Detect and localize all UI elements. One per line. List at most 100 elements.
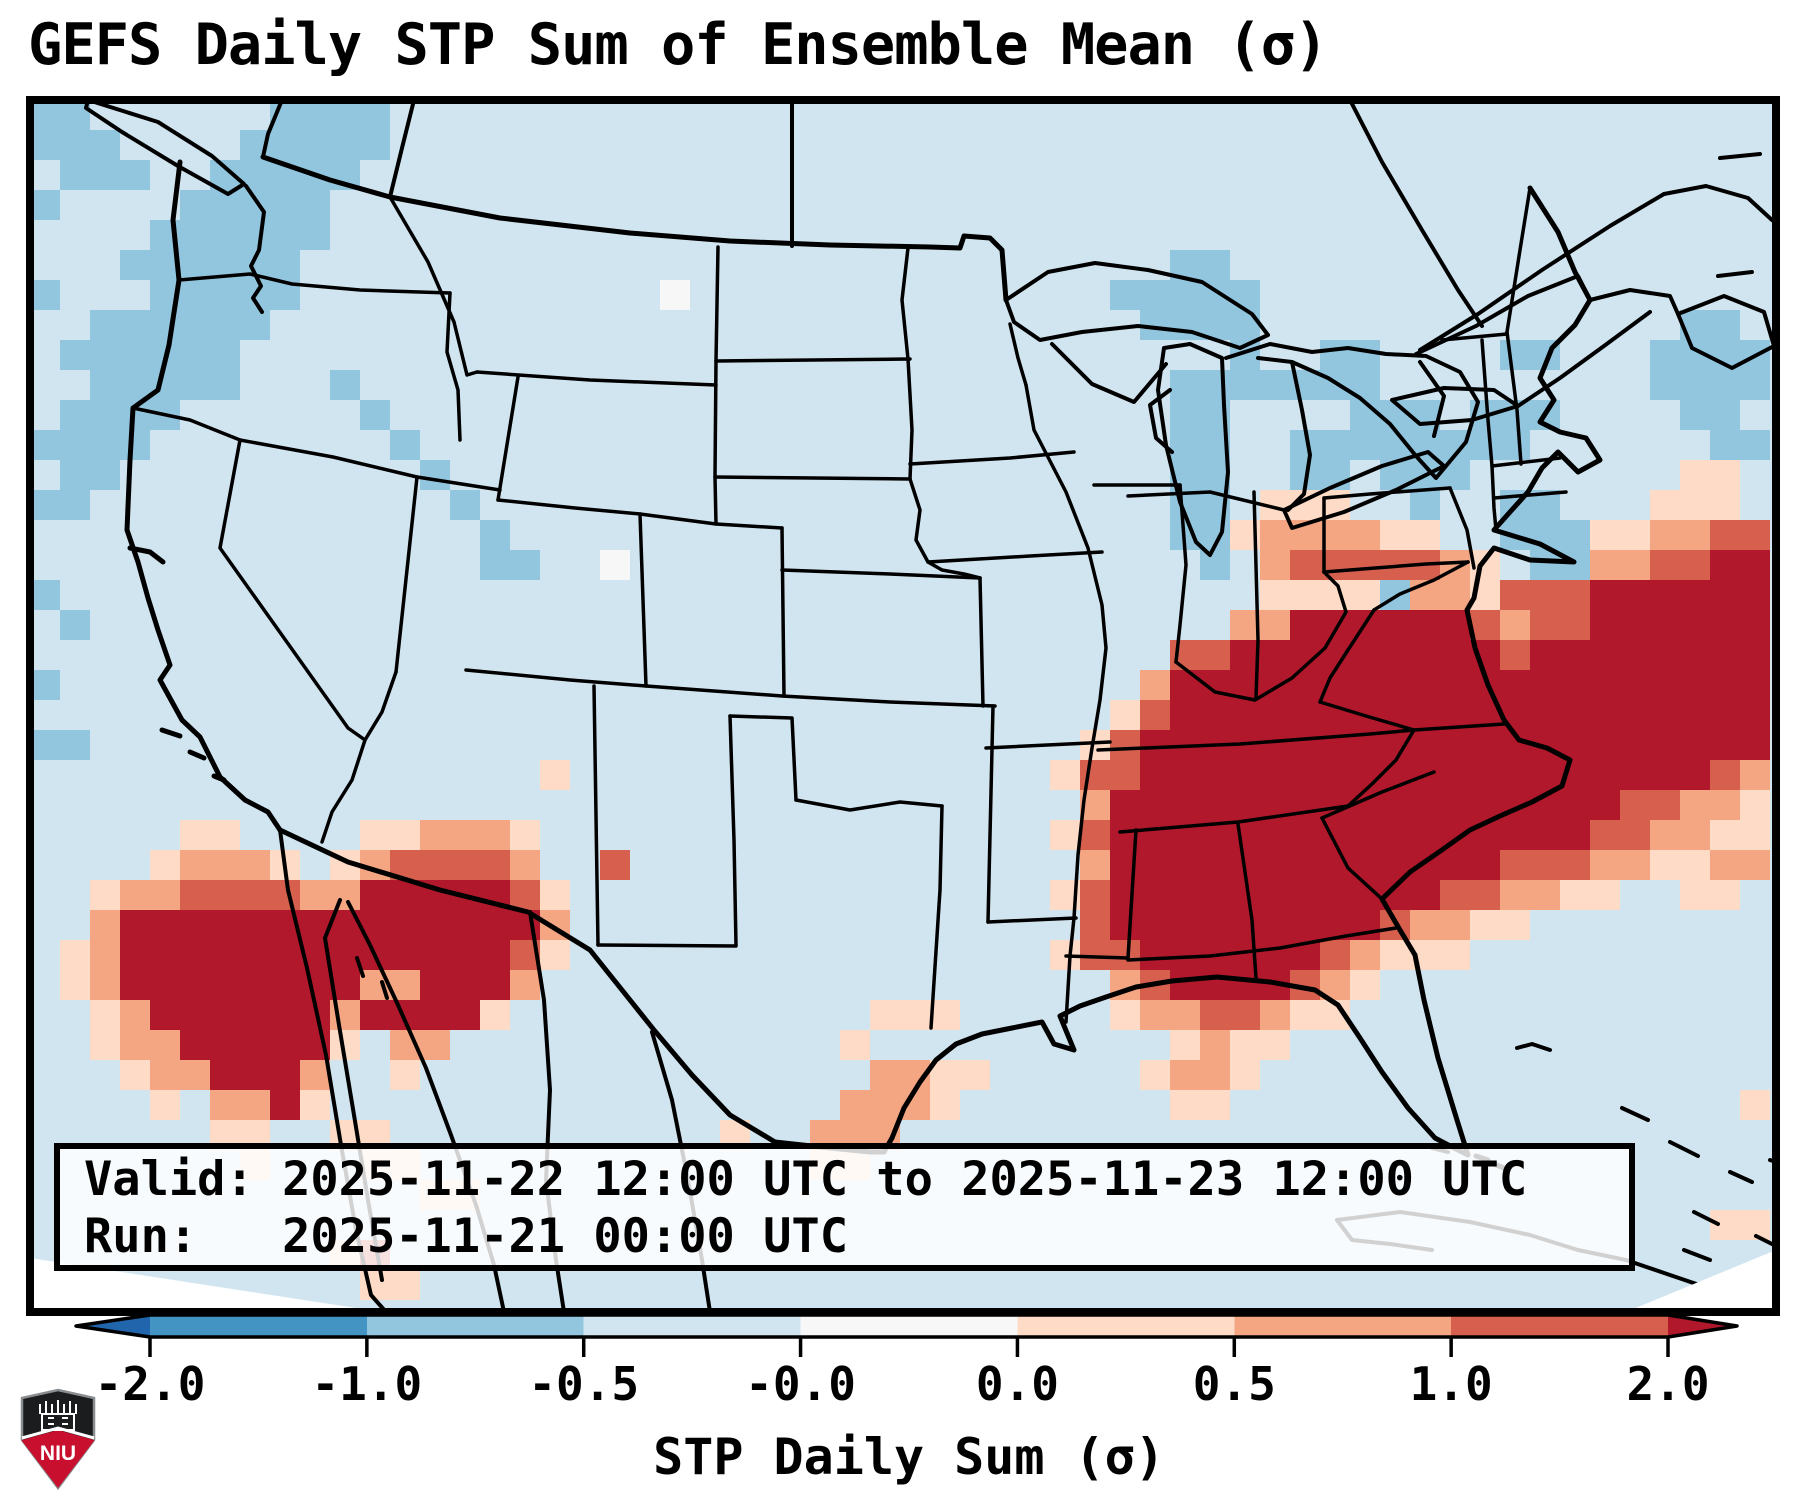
heatmap-cell-run: [90, 910, 120, 940]
heatmap-cell-run: [300, 1060, 330, 1090]
heatmap-cell-run: [420, 820, 510, 850]
heatmap-cell-run: [540, 760, 570, 790]
heatmap-cell-run: [60, 160, 150, 190]
heatmap-cell-run: [1170, 670, 1770, 700]
heatmap-cell-run: [1650, 550, 1710, 580]
heatmap-cell-run: [60, 940, 90, 970]
heatmap-cell-run: [1110, 850, 1500, 880]
colorbar-axis-label: STP Daily Sum (σ): [653, 1428, 1165, 1486]
colorbar: -2.0 -1.0 -0.5 -0.0 0.0 0.5 1.0 2.0: [0, 1300, 1803, 1430]
heatmap-cell-run: [150, 280, 300, 310]
heatmap-cell-run: [600, 850, 630, 880]
heatmap-cell-run: [120, 940, 510, 970]
heatmap-cell-run: [1500, 850, 1590, 880]
colorbar-tick-labels: -2.0 -1.0 -0.5 -0.0 0.0 0.5 1.0 2.0: [95, 1357, 1710, 1411]
heatmap-cell-run: [180, 820, 240, 850]
heatmap-cell-run: [450, 490, 480, 520]
heatmap-cell-run: [1590, 520, 1650, 550]
heatmap-cell-run: [30, 490, 90, 520]
heatmap-cell-run: [210, 1060, 300, 1090]
heatmap-cell-run: [150, 220, 330, 250]
heatmap-cell-run: [1140, 1060, 1170, 1090]
info-box: Valid: 2025-11-22 12:00 UTC to 2025-11-2…: [54, 1143, 1635, 1271]
map-frame-line: [30, 100, 1776, 1312]
heatmap-cell-run: [1500, 610, 1530, 640]
heatmap-cell-run: [1230, 610, 1290, 640]
heatmap-cell-run: [120, 1000, 150, 1030]
heatmap-cell-run: [120, 880, 180, 910]
heatmap-cell-run: [1080, 910, 1110, 940]
heatmap-cell-run: [1260, 550, 1290, 580]
heatmap-cell-run: [1050, 820, 1080, 850]
heatmap-cell-run: [1680, 310, 1740, 340]
heatmap-cell-run: [1140, 700, 1170, 730]
heatmap-cell-run: [1170, 370, 1260, 400]
heatmap-cell-run: [120, 1060, 150, 1090]
colorbar-tick-label: 0.5: [1193, 1357, 1276, 1411]
heatmap-cell-run: [300, 1090, 330, 1120]
heatmap-cell-run: [150, 1090, 180, 1120]
heatmap-cell-run: [1500, 880, 1560, 910]
heatmap-cell-run: [1230, 1060, 1260, 1090]
heatmap-cell-run: [1380, 940, 1470, 970]
heatmap-cell-run: [1710, 760, 1740, 790]
heatmap-cell-run: [390, 430, 420, 460]
heatmap-cell-run: [180, 1030, 330, 1060]
valid-time-text: Valid: 2025-11-22 12:00 UTC to 2025-11-2…: [84, 1152, 1528, 1207]
plot-title: GEFS Daily STP Sum of Ensemble Mean (σ): [28, 12, 1328, 78]
projection-wedge-left: [30, 1258, 382, 1312]
heatmap-cell-run: [1650, 850, 1710, 880]
heatmap-cell-run: [1680, 460, 1740, 490]
heatmap-cell-run: [1590, 850, 1650, 880]
heatmap-cell-run: [1200, 1000, 1260, 1030]
heatmap-cell-run: [180, 850, 270, 880]
heatmap-cell-run: [1110, 730, 1140, 760]
colorbar-tick-label: -0.5: [528, 1357, 639, 1411]
colorbar-tick-label: 1.0: [1410, 1357, 1493, 1411]
heatmap-cell-run: [1080, 880, 1110, 910]
heatmap-cell-run: [1290, 430, 1380, 460]
colorbar-tick-label: 2.0: [1626, 1357, 1709, 1411]
heatmap-cell-run: [360, 400, 390, 430]
heatmap-cell-run: [1350, 940, 1380, 970]
colorbar-segment: [1017, 1315, 1235, 1337]
heatmap-cell-run: [30, 670, 60, 700]
heatmap-cell-run: [1260, 1000, 1290, 1030]
colorbar-tick-label: 0.0: [976, 1357, 1059, 1411]
heatmap-cell-run: [90, 1000, 120, 1030]
heatmap-cell-run: [60, 610, 90, 640]
heatmap-cell-run: [150, 850, 180, 880]
heatmap-cell-run: [150, 1060, 210, 1090]
heatmap-cell-run: [60, 460, 120, 490]
heatmap-cell-run: [390, 850, 510, 880]
heatmap-cell-run: [90, 970, 120, 1000]
heatmap-cell-run: [660, 280, 690, 310]
heatmap-cell-run: [600, 550, 630, 580]
heatmap-cell-run: [210, 1090, 270, 1120]
colorbar-segment: [1451, 1315, 1669, 1337]
projection-wedge-right: [1626, 1250, 1776, 1312]
heatmap-cell-run: [1500, 640, 1530, 670]
heatmap-cell-run: [60, 340, 240, 370]
heatmap-cell-run: [120, 250, 300, 280]
heatmap-cell-run: [30, 190, 60, 220]
heatmap-cell-run: [1710, 430, 1770, 460]
heatmap-cell-run: [1680, 400, 1740, 430]
heatmap-cell-run: [870, 1000, 960, 1030]
colorbar-extend-right-arrow: [1668, 1315, 1737, 1337]
heatmap-cell-run: [1140, 1000, 1200, 1030]
heatmap-cell-run: [120, 970, 360, 1000]
heatmap-cell-run: [1650, 820, 1710, 850]
heatmap-cell-run: [1740, 790, 1770, 820]
heatmap-cell-run: [1080, 820, 1110, 850]
heatmap-cell-run: [360, 1000, 480, 1030]
heatmap-cell-run: [1470, 910, 1530, 940]
heatmap-cell-run: [1710, 850, 1770, 880]
heatmap-cell-run: [510, 880, 540, 910]
heatmap-cell-run: [90, 880, 120, 910]
heatmap-cell-run: [1710, 1210, 1770, 1240]
heatmap-cell-run: [30, 280, 60, 310]
heatmap-cell-run: [1170, 1030, 1200, 1060]
heatmap-cell-run: [1230, 1030, 1290, 1060]
